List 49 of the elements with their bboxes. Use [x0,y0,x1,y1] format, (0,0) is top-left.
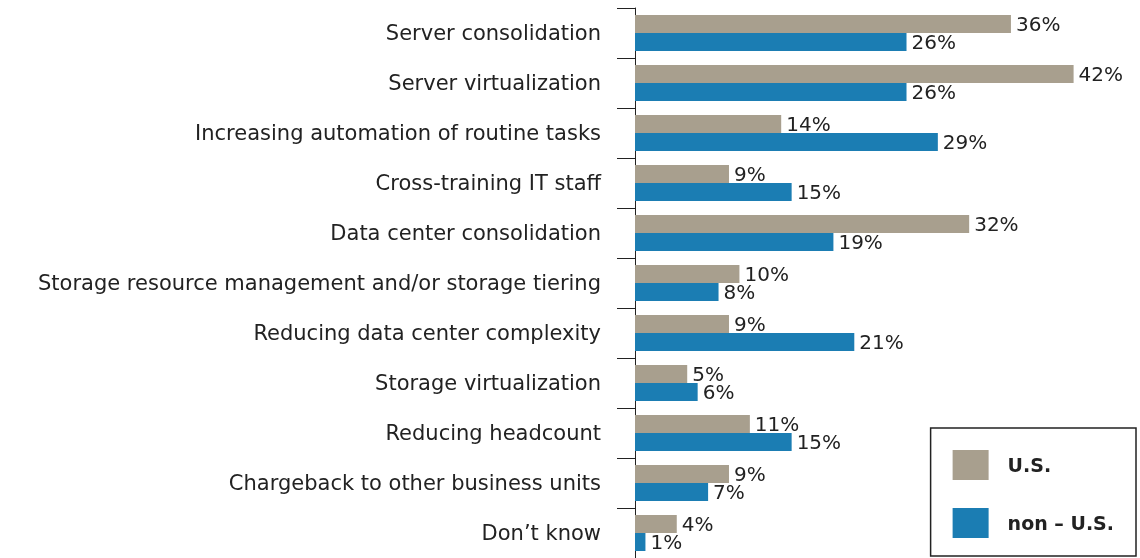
y-tick-label: Reducing headcount [385,421,601,445]
y-tick-label: Server consolidation [385,21,601,45]
data-label: 4% [681,512,714,536]
bar [635,283,719,301]
bar [635,515,677,533]
data-label: 21% [859,330,904,354]
legend-label: non – U.S. [1007,512,1115,534]
data-label: 9% [733,162,766,186]
data-label: 26% [911,30,956,54]
data-label: 26% [911,80,956,104]
data-label: 29% [942,130,988,154]
bar [635,533,646,551]
y-tick-label: Increasing automation of routine tasks [195,121,601,145]
data-label: 36% [1015,12,1061,36]
data-label: 32% [974,212,1019,236]
data-label: 42% [1078,62,1124,86]
bar [635,183,792,201]
y-tick-label: Data center consolidation [330,221,601,245]
bar [635,233,834,251]
y-tick-label: Chargeback to other business units [228,471,601,495]
y-tick-label: Storage virtualization [375,371,601,395]
bar [635,133,938,151]
data-label: 9% [733,312,766,336]
y-tick-label: Cross-training IT staff [375,171,602,195]
bar [635,365,688,383]
legend-label: U.S. [1007,454,1052,476]
bar [635,83,907,101]
bar [635,415,750,433]
bar [635,383,698,401]
bar [635,215,970,233]
bar [635,315,729,333]
bar [635,65,1074,83]
bar [635,33,907,51]
bar [635,15,1011,33]
data-label: 19% [838,230,883,254]
data-label: 1% [650,530,683,554]
y-tick-label: Reducing data center complexity [253,321,601,345]
y-tick-label: Server virtualization [388,71,601,95]
data-label: 14% [786,112,831,136]
bar [635,115,782,133]
bar [635,265,740,283]
y-tick-label: Don’t know [481,521,601,545]
data-label: 15% [796,180,842,204]
bar [635,483,709,501]
bar [635,465,729,483]
bar [635,333,855,351]
bar [635,433,792,451]
bar [635,165,729,183]
y-tick-label: Storage resource management and/or storage tiering [38,271,601,295]
